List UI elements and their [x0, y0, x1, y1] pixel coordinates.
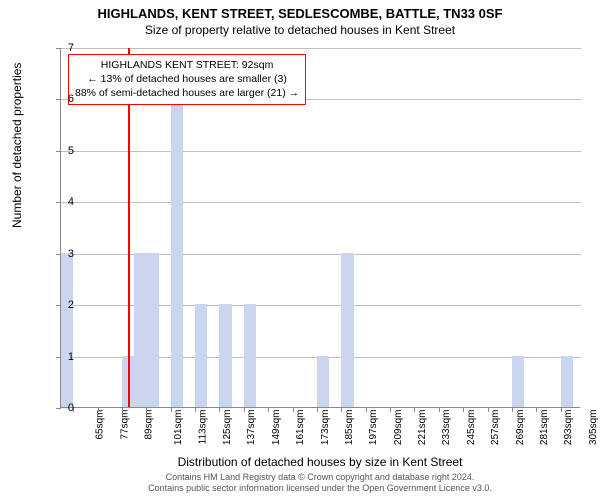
- x-tick-mark: [268, 407, 269, 412]
- histogram-bar: [341, 253, 353, 407]
- x-tick-label: 125sqm: [222, 410, 233, 446]
- x-tick-mark: [512, 407, 513, 412]
- x-tick-mark: [219, 407, 220, 412]
- gridline: [61, 202, 581, 203]
- x-tick-label: 197sqm: [368, 410, 379, 446]
- histogram-bar: [244, 304, 256, 407]
- y-tick-label: 4: [44, 196, 74, 208]
- x-tick-mark: [195, 407, 196, 412]
- histogram-bar: [195, 304, 207, 407]
- x-tick-label: 233sqm: [442, 410, 453, 446]
- histogram-bar: [171, 98, 183, 407]
- y-tick-label: 3: [44, 248, 74, 260]
- histogram-bar: [61, 253, 73, 407]
- x-tick-mark: [366, 407, 367, 412]
- x-tick-label: 281sqm: [539, 410, 550, 446]
- x-tick-mark: [98, 407, 99, 412]
- x-tick-label: 305sqm: [588, 410, 599, 446]
- x-tick-label: 137sqm: [247, 410, 258, 446]
- x-tick-label: 101sqm: [173, 410, 184, 446]
- x-tick-mark: [488, 407, 489, 412]
- histogram-bar: [317, 356, 329, 407]
- y-axis-label: Number of detached properties: [10, 63, 24, 228]
- x-tick-label: 209sqm: [393, 410, 404, 446]
- footer-line-2: Contains public sector information licen…: [60, 483, 580, 494]
- histogram-bar: [134, 253, 146, 407]
- x-tick-label: 221sqm: [417, 410, 428, 446]
- x-tick-label: 149sqm: [271, 410, 282, 446]
- x-tick-label: 113sqm: [197, 410, 208, 445]
- x-tick-label: 65sqm: [95, 410, 106, 440]
- histogram-bar: [561, 356, 573, 407]
- x-tick-label: 89sqm: [143, 410, 154, 440]
- y-tick-label: 0: [44, 402, 74, 414]
- histogram-bar: [512, 356, 524, 407]
- x-tick-label: 269sqm: [515, 410, 526, 446]
- y-tick-label: 5: [44, 145, 74, 157]
- x-tick-label: 293sqm: [563, 410, 574, 446]
- x-tick-label: 173sqm: [320, 410, 331, 446]
- x-tick-label: 257sqm: [490, 410, 501, 446]
- histogram-bar: [219, 304, 231, 407]
- y-tick-label: 6: [44, 93, 74, 105]
- x-tick-label: 77sqm: [119, 410, 130, 440]
- x-tick-mark: [390, 407, 391, 412]
- x-tick-mark: [122, 407, 123, 412]
- info-line-1: HIGHLANDS KENT STREET: 92sqm: [75, 58, 299, 72]
- info-line-2: ← 13% of detached houses are smaller (3): [75, 72, 299, 86]
- chart-subtitle: Size of property relative to detached ho…: [0, 21, 600, 41]
- x-tick-mark: [414, 407, 415, 412]
- y-tick-label: 7: [44, 42, 74, 54]
- gridline: [61, 151, 581, 152]
- x-tick-label: 245sqm: [466, 410, 477, 446]
- x-tick-label: 185sqm: [344, 410, 355, 446]
- y-tick-label: 1: [44, 351, 74, 363]
- footer-line-1: Contains HM Land Registry data © Crown c…: [60, 472, 580, 483]
- x-tick-mark: [341, 407, 342, 412]
- x-tick-mark: [293, 407, 294, 412]
- x-tick-mark: [146, 407, 147, 412]
- x-tick-mark: [171, 407, 172, 412]
- footer-attribution: Contains HM Land Registry data © Crown c…: [60, 472, 580, 494]
- x-tick-mark: [244, 407, 245, 412]
- info-line-3: 88% of semi-detached houses are larger (…: [75, 86, 299, 100]
- x-tick-mark: [463, 407, 464, 412]
- gridline: [61, 48, 581, 49]
- plot-area: 65sqm77sqm89sqm101sqm113sqm125sqm137sqm1…: [60, 48, 580, 408]
- x-axis-label: Distribution of detached houses by size …: [60, 455, 580, 469]
- x-tick-mark: [439, 407, 440, 412]
- x-tick-mark: [317, 407, 318, 412]
- chart-title: HIGHLANDS, KENT STREET, SEDLESCOMBE, BAT…: [0, 0, 600, 21]
- chart-container: HIGHLANDS, KENT STREET, SEDLESCOMBE, BAT…: [0, 0, 600, 500]
- x-tick-label: 161sqm: [295, 410, 306, 446]
- x-tick-mark: [561, 407, 562, 412]
- histogram-bar: [146, 253, 158, 407]
- reference-info-box: HIGHLANDS KENT STREET: 92sqm ← 13% of de…: [68, 54, 306, 105]
- x-tick-mark: [536, 407, 537, 412]
- y-tick-label: 2: [44, 299, 74, 311]
